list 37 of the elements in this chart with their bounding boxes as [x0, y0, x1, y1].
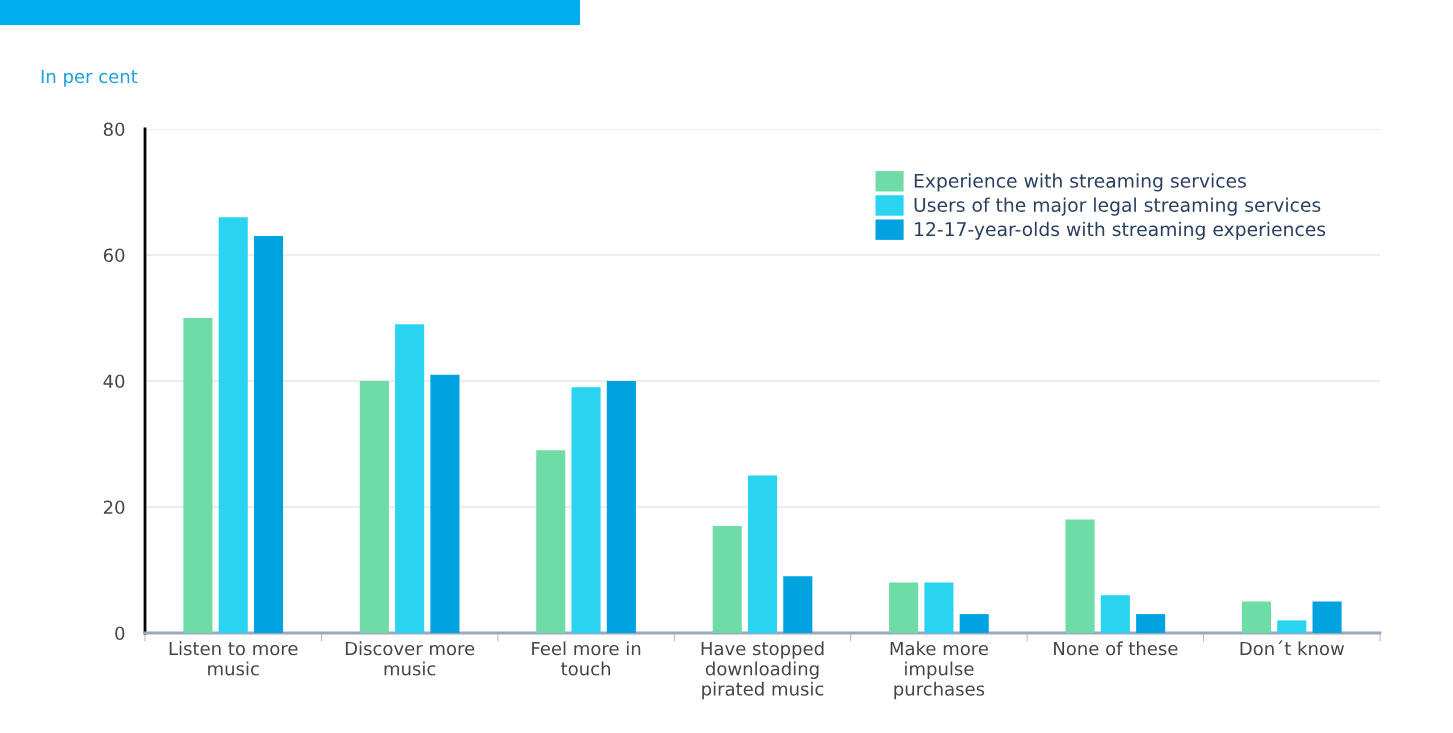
- bar: [1241, 601, 1272, 633]
- x-tick-label: Don´t know: [1240, 640, 1345, 656]
- x-tick-label: Discover more music: [345, 641, 475, 676]
- bar: [1312, 601, 1342, 633]
- bar: [959, 614, 989, 633]
- y-tick-label: 0: [115, 626, 125, 641]
- bar: [183, 318, 213, 633]
- bar: [430, 374, 460, 633]
- bar: [783, 576, 813, 633]
- bar: [571, 387, 601, 633]
- y-tick-label: 60: [103, 248, 125, 263]
- bar: [1065, 519, 1095, 633]
- bar: [218, 217, 248, 633]
- x-tick-label: None of these: [1054, 641, 1178, 656]
- bar: [1277, 620, 1307, 633]
- bar: [395, 324, 425, 633]
- bar: [1136, 614, 1166, 633]
- bar: [924, 582, 954, 633]
- bar: [606, 381, 636, 633]
- bar: [536, 450, 566, 633]
- y-tick-label: 40: [103, 374, 125, 389]
- legend-label: Experience with streaming services: [914, 173, 1246, 192]
- y-tick-label: 80: [103, 122, 125, 137]
- bar: [747, 475, 778, 633]
- x-tick-label: Make more impulse purchases: [890, 641, 988, 700]
- x-tick-label: Have stopped downloading pirated music: [701, 641, 824, 700]
- legend-label: Users of the major legal streaming services: [914, 197, 1321, 216]
- y-axis-title: In per cent: [41, 69, 138, 87]
- x-tick-label: Listen to more music: [169, 641, 298, 676]
- bar: [889, 582, 919, 633]
- y-tick-label: 20: [103, 500, 125, 515]
- bar: [712, 525, 742, 633]
- bar: [359, 381, 389, 633]
- bar: [1100, 595, 1130, 633]
- x-tick-label: Feel more in touch: [532, 641, 641, 676]
- bar: [253, 236, 284, 633]
- legend-label: 12-17-year-olds with streaming experiences: [915, 221, 1326, 240]
